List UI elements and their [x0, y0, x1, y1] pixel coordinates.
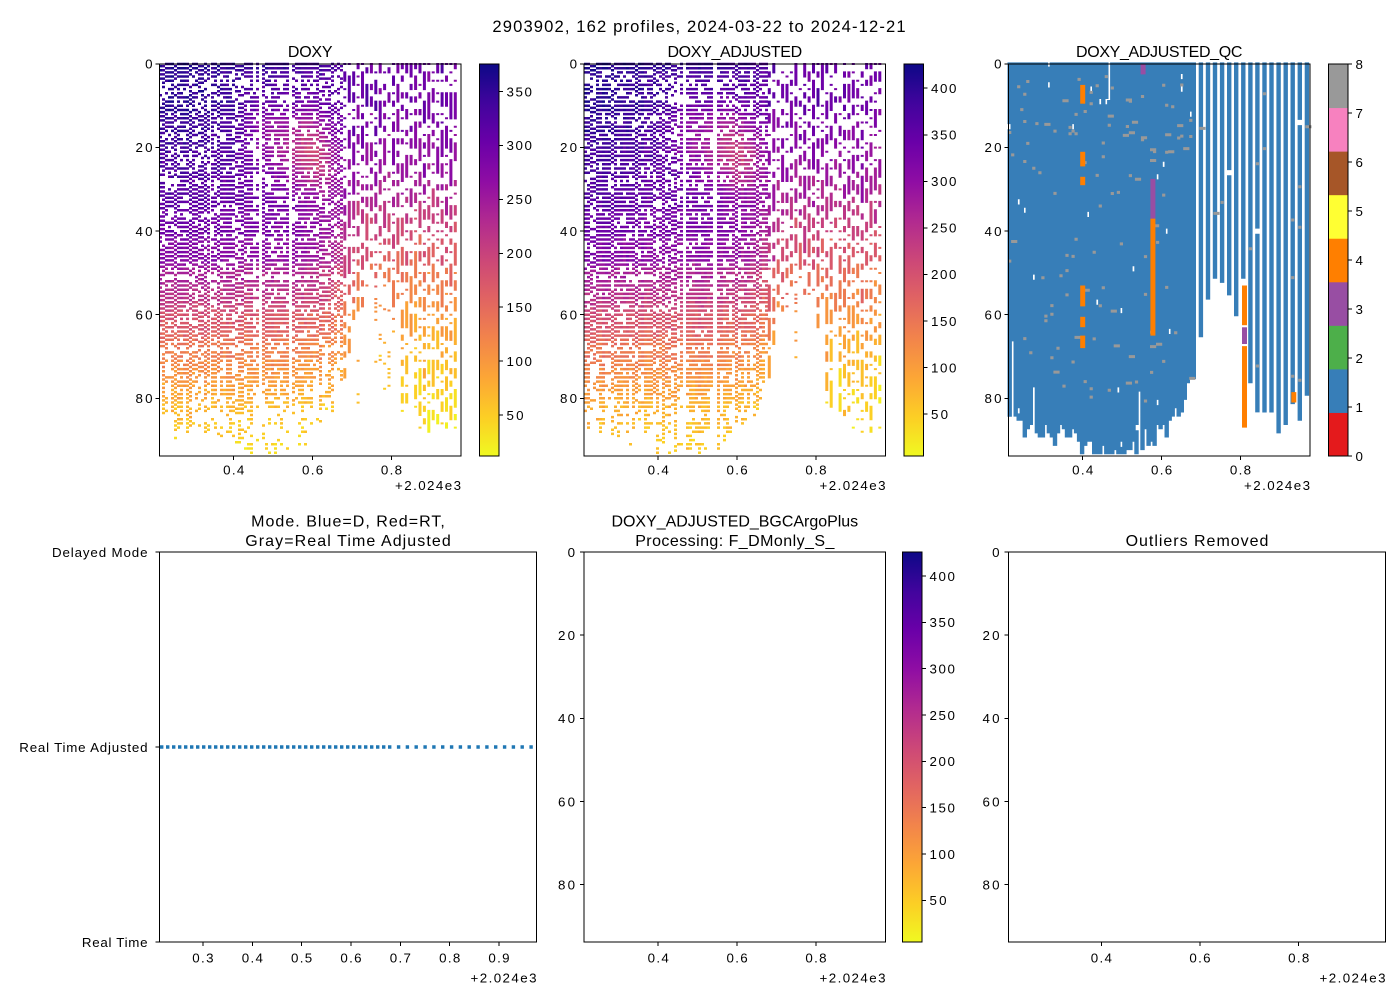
svg-text:Processing: F_DMonly_S_: Processing: F_DMonly_S_ — [635, 533, 835, 550]
svg-text:0: 0 — [1356, 449, 1363, 464]
svg-text:DOXY_ADJUSTED_QC: DOXY_ADJUSTED_QC — [1076, 44, 1242, 61]
svg-text:350: 350 — [507, 84, 532, 99]
svg-text:200: 200 — [507, 246, 532, 261]
svg-text:DOXY_ADJUSTED: DOXY_ADJUSTED — [667, 44, 802, 61]
svg-text:3: 3 — [1356, 302, 1363, 317]
svg-text:400: 400 — [930, 569, 955, 584]
svg-text:100: 100 — [507, 354, 532, 369]
svg-text:0.6: 0.6 — [1189, 951, 1210, 966]
svg-text:+2.024e3: +2.024e3 — [1320, 971, 1386, 986]
svg-text:1: 1 — [1356, 400, 1363, 415]
svg-text:Outliers Removed: Outliers Removed — [1126, 533, 1269, 550]
svg-text:350: 350 — [931, 128, 956, 143]
svg-text:350: 350 — [930, 615, 955, 630]
svg-text:DOXY_ADJUSTED_BGCArgoPlus: DOXY_ADJUSTED_BGCArgoPlus — [611, 514, 858, 531]
svg-text:0.8: 0.8 — [805, 463, 826, 478]
svg-text:0.6: 0.6 — [340, 951, 361, 966]
svg-text:Real Time Adjusted: Real Time Adjusted — [19, 740, 147, 755]
svg-text:+2.024e3: +2.024e3 — [820, 971, 886, 986]
svg-text:0: 0 — [992, 545, 999, 560]
svg-text:0.4: 0.4 — [1091, 951, 1113, 966]
svg-text:0.4: 0.4 — [242, 951, 264, 966]
svg-text:0.9: 0.9 — [488, 951, 509, 966]
svg-text:250: 250 — [930, 708, 955, 723]
svg-text:100: 100 — [931, 360, 956, 375]
svg-text:0.4: 0.4 — [1072, 463, 1094, 478]
svg-text:0: 0 — [145, 57, 152, 72]
svg-text:2: 2 — [1356, 351, 1363, 366]
svg-text:0.5: 0.5 — [291, 951, 312, 966]
svg-text:DOXY: DOXY — [288, 44, 333, 61]
svg-text:Real Time: Real Time — [82, 935, 148, 950]
svg-text:5: 5 — [1356, 204, 1363, 219]
svg-text:0.8: 0.8 — [439, 951, 460, 966]
svg-text:Mode. Blue=D, Red=RT,: Mode. Blue=D, Red=RT, — [251, 514, 445, 531]
svg-text:0: 0 — [568, 545, 575, 560]
svg-text:8: 8 — [1356, 57, 1363, 72]
svg-text:0.8: 0.8 — [1288, 951, 1309, 966]
svg-text:400: 400 — [931, 81, 956, 96]
svg-text:0.7: 0.7 — [390, 951, 411, 966]
svg-text:200: 200 — [930, 754, 955, 769]
svg-text:+2.024e3: +2.024e3 — [1244, 478, 1310, 493]
svg-text:250: 250 — [507, 192, 532, 207]
svg-text:4: 4 — [1356, 253, 1364, 268]
svg-text:200: 200 — [931, 267, 956, 282]
svg-text:2903902, 162 profiles, 2024-03: 2903902, 162 profiles, 2024-03-22 to 202… — [492, 17, 905, 36]
svg-text:150: 150 — [507, 300, 532, 315]
svg-text:Delayed Mode: Delayed Mode — [52, 545, 148, 560]
svg-text:0.8: 0.8 — [381, 463, 402, 478]
svg-text:100: 100 — [930, 847, 955, 862]
svg-text:0.4: 0.4 — [223, 463, 245, 478]
svg-text:0.4: 0.4 — [648, 463, 670, 478]
svg-text:0.6: 0.6 — [302, 463, 323, 478]
svg-text:0.3: 0.3 — [192, 951, 213, 966]
svg-text:6: 6 — [1356, 155, 1363, 170]
svg-text:0.6: 0.6 — [727, 951, 748, 966]
svg-text:+2.024e3: +2.024e3 — [820, 478, 886, 493]
svg-text:0.8: 0.8 — [805, 951, 826, 966]
svg-text:0.6: 0.6 — [727, 463, 748, 478]
svg-text:300: 300 — [931, 174, 956, 189]
svg-text:0: 0 — [994, 57, 1001, 72]
svg-text:300: 300 — [930, 662, 955, 677]
svg-text:250: 250 — [931, 221, 956, 236]
svg-text:0: 0 — [570, 57, 577, 72]
svg-text:+2.024e3: +2.024e3 — [471, 971, 537, 986]
svg-text:+2.024e3: +2.024e3 — [395, 478, 461, 493]
svg-text:150: 150 — [930, 801, 955, 816]
svg-text:7: 7 — [1356, 106, 1363, 121]
svg-text:150: 150 — [931, 314, 956, 329]
svg-text:0.6: 0.6 — [1151, 463, 1172, 478]
svg-text:0.4: 0.4 — [648, 951, 670, 966]
svg-text:300: 300 — [507, 138, 532, 153]
svg-text:0.8: 0.8 — [1230, 463, 1251, 478]
svg-text:Gray=Real Time Adjusted: Gray=Real Time Adjusted — [245, 533, 451, 550]
